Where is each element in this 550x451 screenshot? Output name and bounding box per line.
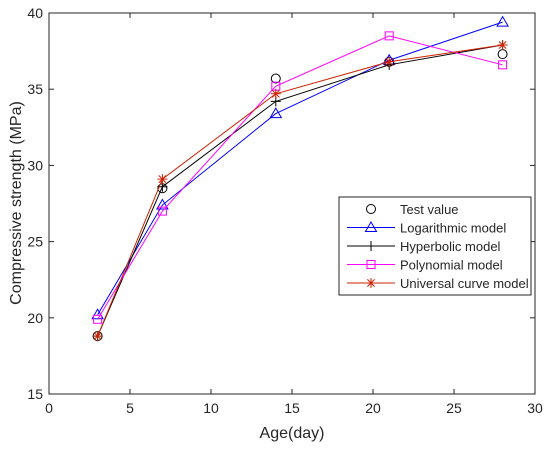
series-4 [92,40,508,342]
data-point [270,73,281,84]
data-point [92,331,103,342]
data-point [269,107,283,119]
data-point [496,15,509,27]
x-tick-label: 10 [203,400,219,416]
legend-label: Hyperbolic model [400,239,501,254]
legend-marker [364,221,378,232]
series-line [97,21,503,316]
legend-marker [366,278,376,288]
legend-marker [366,204,376,214]
x-tick-label: 30 [527,400,543,416]
y-tick-label: 25 [27,234,43,250]
series-line [97,35,503,320]
legend: Test value Logarithmic model Hyperbolic mo… [338,196,532,296]
x-axis-label: Age(day) [260,425,325,442]
data-point [157,206,167,216]
data-point [384,31,394,41]
y-tick-label: 30 [27,157,43,173]
y-tick-label: 20 [27,310,43,326]
data-point [497,40,508,51]
legend-entry-2: Hyperbolic model [347,239,501,254]
legend-entry-4: Universal curve model [347,276,529,291]
legend-label: Logarithmic model [400,221,506,236]
x-tick-label: 5 [126,400,134,416]
legend-entry-1: Logarithmic model [347,221,506,236]
legend-marker [366,260,376,269]
data-point [156,198,169,210]
data-point [270,88,281,99]
x-tick-label: 15 [284,400,300,416]
legend-label: Universal curve model [400,276,529,291]
y-tick-label: 35 [27,81,43,97]
data-point [157,174,168,185]
legend-label: Test value [400,202,459,217]
series-3 [93,31,508,324]
data-point [93,314,103,324]
legend-marker [366,241,376,251]
x-tick-label: 20 [365,400,381,416]
x-tick-label: 0 [45,400,53,416]
x-tick-label: 25 [446,400,462,416]
y-tick-label: 15 [27,386,43,402]
data-point [384,56,395,67]
y-tick-label: 40 [27,5,43,21]
legend-entry-0: Test value [366,202,459,217]
y-axis-label: Compressive strength (MPa) [8,101,25,305]
data-point [498,60,508,70]
legend-entry-3: Polynomial model [347,258,503,273]
legend-label: Polynomial model [400,258,503,273]
